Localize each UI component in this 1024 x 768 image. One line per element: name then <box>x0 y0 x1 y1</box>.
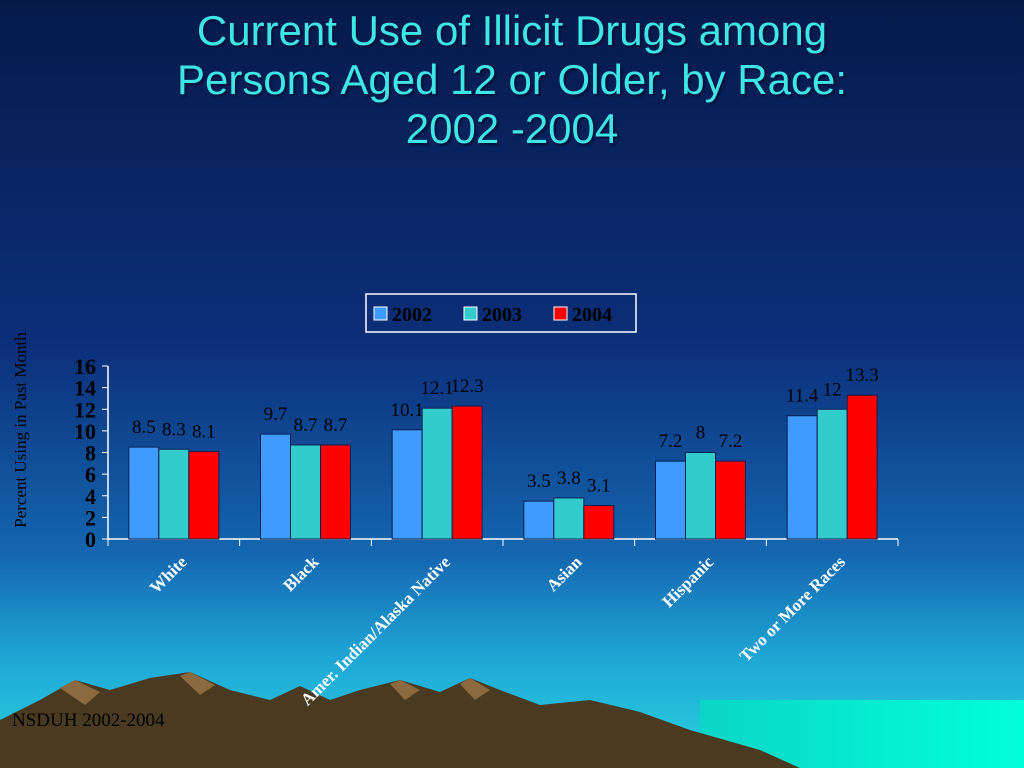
source-note: NSDUH 2002-2004 <box>12 710 165 731</box>
y-tick-label: 14 <box>74 376 96 401</box>
data-label: 8.5 <box>132 417 156 438</box>
y-tick-label: 2 <box>85 505 96 530</box>
title-line-2: Persons Aged 12 or Older, by Race: <box>176 56 848 103</box>
x-category-label: White <box>146 552 191 597</box>
bar <box>391 429 423 540</box>
bar <box>128 446 160 540</box>
bar <box>158 448 190 540</box>
data-label: 9.7 <box>264 404 288 425</box>
x-category-label: Hispanic <box>658 552 717 611</box>
y-tick-label: 16 <box>74 354 96 379</box>
data-label: 13.3 <box>846 365 879 386</box>
bar <box>523 500 555 540</box>
x-category-label: Black <box>280 552 323 595</box>
legend-swatch <box>463 306 478 321</box>
data-label: 11.4 <box>786 386 819 407</box>
data-label: 8.7 <box>294 415 318 436</box>
bar <box>451 405 483 540</box>
data-label: 7.2 <box>659 431 683 452</box>
title-line-3: 2002 -2004 <box>405 105 619 152</box>
x-category-label: Asian <box>543 552 586 595</box>
data-label: 3.5 <box>527 471 551 492</box>
data-label: 7.2 <box>719 431 743 452</box>
slide-title: Current Use of Illicit Drugs among Perso… <box>40 6 984 153</box>
y-tick-label: 8 <box>85 441 96 466</box>
legend-swatch <box>373 306 388 321</box>
data-label: 3.8 <box>557 468 581 489</box>
bar <box>260 433 291 540</box>
y-tick-label: 4 <box>85 484 96 509</box>
data-label: 12 <box>823 379 842 400</box>
y-tick-label: 0 <box>85 527 96 552</box>
legend-box <box>365 293 637 333</box>
bar <box>421 407 453 540</box>
data-label: 12.3 <box>451 376 484 397</box>
x-category-label: Amer. Indian/Alaska Native <box>297 552 454 709</box>
data-label: 3.1 <box>587 475 611 496</box>
y-tick-label: 10 <box>74 419 96 444</box>
bar <box>553 497 585 540</box>
bar <box>188 450 220 540</box>
title-line-1: Current Use of Illicit Drugs among <box>196 7 828 54</box>
bar <box>786 415 818 540</box>
data-label: 8 <box>696 423 706 444</box>
bar <box>685 452 716 540</box>
bar <box>290 444 321 540</box>
data-label: 8.7 <box>324 415 348 436</box>
data-label: 8.1 <box>192 421 216 442</box>
legend-label: 2002 <box>392 304 432 326</box>
y-tick-label: 12 <box>74 397 96 422</box>
data-label: 12.1 <box>421 378 454 399</box>
y-axis-label: Percent Using in Past Month <box>11 332 30 528</box>
mountain-silhouette <box>0 672 800 768</box>
data-label: 10.1 <box>391 400 424 421</box>
bar <box>846 394 878 540</box>
bar <box>655 460 686 540</box>
bar <box>715 460 746 540</box>
x-category-label: Two or More Races <box>736 552 850 666</box>
legend-label: 2003 <box>482 304 522 326</box>
y-tick-label: 6 <box>85 462 96 487</box>
bar <box>816 408 848 540</box>
legend-swatch <box>553 306 568 321</box>
bar <box>320 444 351 540</box>
bar <box>583 504 615 540</box>
data-label: 8.3 <box>162 419 186 440</box>
legend-label: 2004 <box>572 304 612 326</box>
